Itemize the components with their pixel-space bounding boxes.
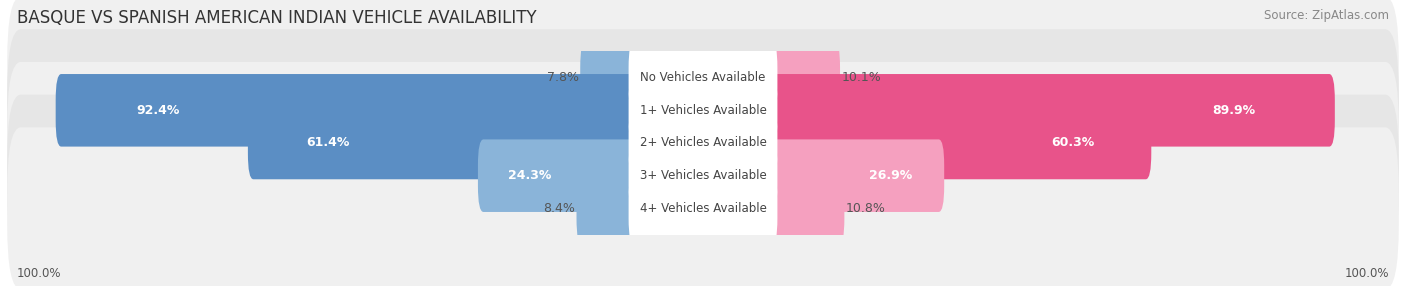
FancyBboxPatch shape bbox=[7, 62, 1399, 224]
FancyBboxPatch shape bbox=[56, 74, 640, 147]
FancyBboxPatch shape bbox=[628, 139, 778, 212]
Text: 4+ Vehicles Available: 4+ Vehicles Available bbox=[640, 202, 766, 215]
Text: 89.9%: 89.9% bbox=[1212, 104, 1256, 117]
FancyBboxPatch shape bbox=[766, 172, 845, 245]
FancyBboxPatch shape bbox=[581, 41, 640, 114]
FancyBboxPatch shape bbox=[576, 172, 640, 245]
Text: No Vehicles Available: No Vehicles Available bbox=[640, 71, 766, 84]
FancyBboxPatch shape bbox=[628, 172, 778, 245]
FancyBboxPatch shape bbox=[766, 139, 945, 212]
FancyBboxPatch shape bbox=[766, 74, 1334, 147]
Text: 92.4%: 92.4% bbox=[136, 104, 180, 117]
Text: 26.9%: 26.9% bbox=[869, 169, 911, 182]
Text: 10.8%: 10.8% bbox=[846, 202, 886, 215]
FancyBboxPatch shape bbox=[628, 41, 778, 114]
Text: 7.8%: 7.8% bbox=[547, 71, 579, 84]
Text: 1+ Vehicles Available: 1+ Vehicles Available bbox=[640, 104, 766, 117]
Text: 8.4%: 8.4% bbox=[543, 202, 575, 215]
Text: 3+ Vehicles Available: 3+ Vehicles Available bbox=[640, 169, 766, 182]
Text: 24.3%: 24.3% bbox=[509, 169, 551, 182]
FancyBboxPatch shape bbox=[247, 107, 640, 179]
FancyBboxPatch shape bbox=[766, 41, 839, 114]
Text: 10.1%: 10.1% bbox=[841, 71, 882, 84]
Text: 100.0%: 100.0% bbox=[17, 267, 62, 280]
Text: 2+ Vehicles Available: 2+ Vehicles Available bbox=[640, 136, 766, 150]
FancyBboxPatch shape bbox=[7, 29, 1399, 191]
FancyBboxPatch shape bbox=[7, 95, 1399, 257]
FancyBboxPatch shape bbox=[628, 74, 778, 147]
FancyBboxPatch shape bbox=[628, 107, 778, 179]
Text: 60.3%: 60.3% bbox=[1050, 136, 1094, 150]
Text: BASQUE VS SPANISH AMERICAN INDIAN VEHICLE AVAILABILITY: BASQUE VS SPANISH AMERICAN INDIAN VEHICL… bbox=[17, 9, 537, 27]
Text: 61.4%: 61.4% bbox=[307, 136, 349, 150]
Text: 100.0%: 100.0% bbox=[1344, 267, 1389, 280]
FancyBboxPatch shape bbox=[7, 127, 1399, 286]
FancyBboxPatch shape bbox=[478, 139, 640, 212]
FancyBboxPatch shape bbox=[7, 0, 1399, 159]
Text: Source: ZipAtlas.com: Source: ZipAtlas.com bbox=[1264, 9, 1389, 21]
FancyBboxPatch shape bbox=[766, 107, 1152, 179]
